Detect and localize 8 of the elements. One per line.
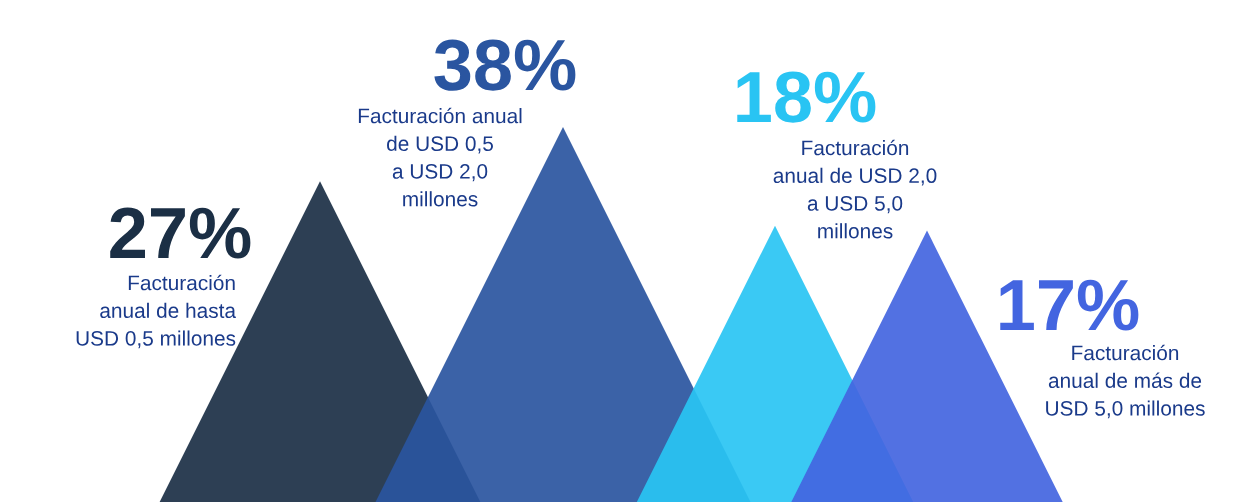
category-label: Facturación anual de más de USD 5,0 millones — [1046, 344, 1205, 419]
data-label: 27% — [110, 207, 251, 259]
data-label: 18% — [737, 71, 876, 123]
category-label: Facturación anual de USD 2,0 a USD 5,0 millones — [773, 139, 937, 239]
data-label: 17% — [1000, 279, 1139, 331]
category-label: Facturación anual de hasta USD 0,5 millones — [76, 274, 237, 349]
data-label: 38% — [434, 39, 576, 91]
category-label: Facturación anual de USD 0,5 a USD 2,0 millones — [358, 107, 522, 207]
